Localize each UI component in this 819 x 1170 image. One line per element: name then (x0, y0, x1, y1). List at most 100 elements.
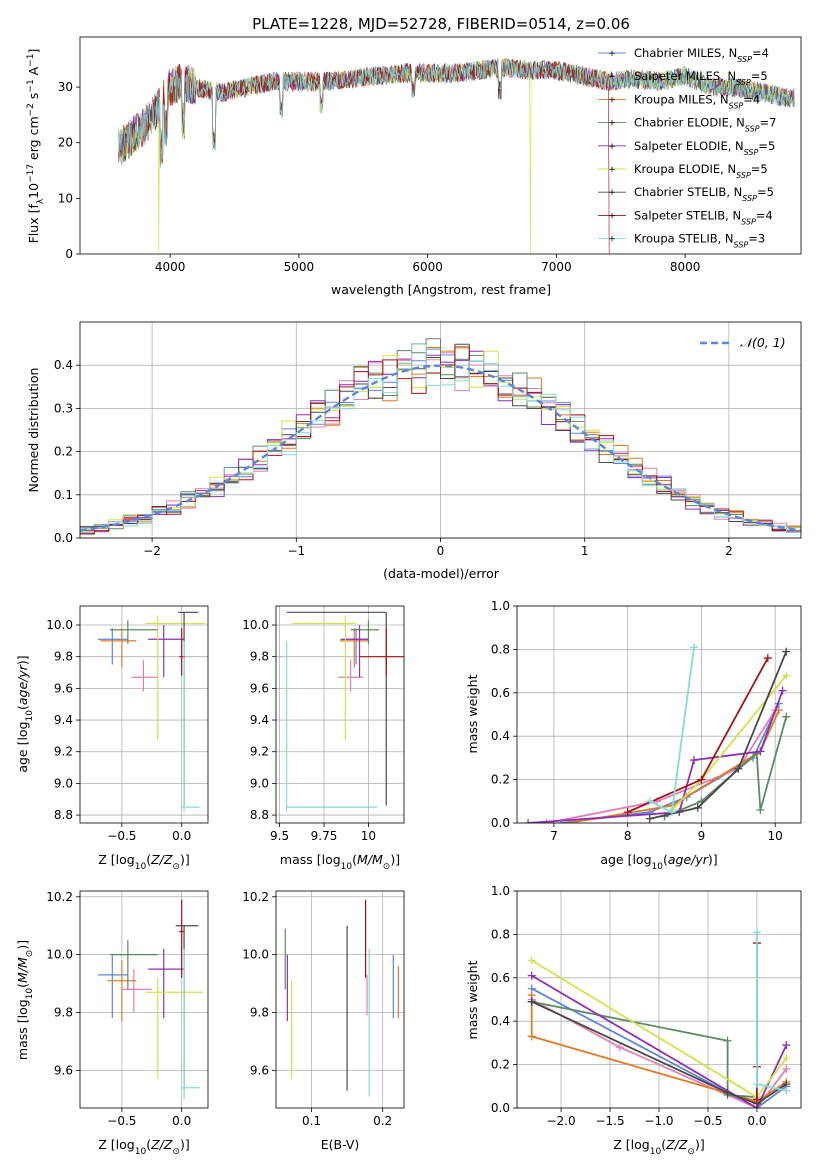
label-part: mass [log (15, 999, 30, 1060)
label-part: ] (26, 49, 41, 54)
tick-label-y: 0.4 (54, 358, 73, 372)
label-part: λ (36, 198, 46, 204)
axes-frame (516, 605, 802, 824)
tick-label-y: 10 (58, 191, 73, 205)
label-part: −1 (26, 79, 36, 92)
legend-name: Chabrier STELIB, N (634, 185, 742, 199)
weight-marker (782, 671, 791, 680)
tick-label-y: 0.4 (491, 729, 510, 743)
label-part: mass [log (280, 852, 341, 867)
legend-tail: =5 (758, 139, 775, 153)
legend-marker: + (608, 72, 616, 82)
axes-age-mass: 9.5 9.75 10 8.8 9.0 9.2 9.4 9.6 9.8 10.0 (242, 605, 405, 843)
spectrum-line-kroupa-stelib (118, 57, 795, 164)
tick-label-x: 5000 (284, 260, 315, 274)
legend-tail: =4 (743, 92, 760, 106)
y-axis-label: mass weight (465, 674, 480, 753)
label-part: s (26, 93, 41, 104)
legend-marker: + (608, 142, 616, 152)
axes-frame (275, 605, 405, 824)
axes-residuals: −2 −1 0 1 2 0.0 0.1 0.2 0.3 0.4 (54, 321, 802, 558)
weight-marker (752, 928, 761, 937)
plot-area-residuals (80, 338, 801, 537)
axes-weight-z: −2.0 −1.5 −1.0 −0.5 0.0 0.0 0.2 0.4 0.6 0.8 1.0 (491, 884, 802, 1128)
weight-marker (763, 654, 772, 663)
legend-name: Salpeter STELIB, N (634, 208, 741, 222)
y-axis-label: Normed distribution (26, 368, 41, 493)
label-part: ( (661, 1137, 666, 1152)
axes-frame (275, 890, 405, 1109)
plot-area-spectrum (118, 57, 795, 254)
plot-area-weight-z (527, 928, 791, 1108)
legend-name: Kroupa MILES, N (634, 92, 729, 106)
tick-label-y: 10.2 (46, 890, 73, 904)
weight-marker (782, 1064, 791, 1073)
label-part: )] (180, 1137, 190, 1152)
tick-label-x: −1.5 (595, 1114, 624, 1128)
plot-area-age-z (97, 611, 206, 812)
tick-label-x: 9.75 (311, 829, 338, 843)
legend-marker: + (608, 119, 616, 129)
y-axis-label: mass weight (465, 960, 480, 1039)
tick-label-y: 0.2 (491, 773, 510, 787)
weight-marker (542, 819, 551, 823)
tick-label-x: 0.2 (373, 1114, 392, 1128)
legend-marker: + (608, 188, 616, 198)
weight-marker (697, 775, 706, 784)
plot-area-weight-age (524, 643, 791, 823)
legend-entry: Kroupa ELODIE, NSSP=5 (634, 162, 768, 180)
plot-area-mass-z (97, 899, 204, 1100)
tick-label-y: 9.0 (250, 776, 269, 790)
tick-label-y: 9.6 (250, 681, 269, 695)
axes-frame (79, 321, 802, 539)
tick-label-x: 4000 (155, 260, 186, 274)
legend-sub: SSP (745, 124, 760, 133)
tick-label-x: 10 (361, 829, 376, 843)
tick-label-x: 7 (550, 829, 558, 843)
tick-label-y: 1.0 (491, 884, 510, 898)
label-part: 10 (135, 1147, 147, 1157)
label-part: ⊙ (25, 950, 35, 958)
label-part: age/yr (15, 664, 30, 705)
label-part: )] (15, 940, 30, 950)
label-part: ( (15, 705, 30, 710)
tick-label-y: 9.0 (54, 776, 73, 790)
tick-label-x: −1.0 (644, 1114, 673, 1128)
x-axis-label: mass [log10(M/M⊙)] (280, 852, 400, 872)
legend-entry: Chabrier STELIB, NSSP=5 (634, 185, 774, 203)
tick-label-y: 0.2 (491, 1058, 510, 1072)
tick-label-y: 0.3 (54, 401, 73, 415)
legend-sub: SSP (736, 171, 751, 180)
label-part: Z/Z (150, 1137, 173, 1152)
tick-label-y: 0.1 (54, 488, 73, 502)
weight-marker (782, 1086, 791, 1095)
tick-label-x: 9.5 (270, 829, 289, 843)
axes-weight-age: 7 8 9 10 0.0 0.2 0.4 0.6 0.8 1.0 (491, 599, 802, 843)
weight-marker (690, 756, 699, 765)
weight-line (546, 709, 776, 823)
weight-marker (527, 971, 536, 980)
tick-label-y: 0.0 (491, 816, 510, 830)
weight-line (530, 995, 787, 1103)
weight-marker (645, 814, 654, 823)
tick-label-y: 9.8 (250, 650, 269, 664)
weight-line (756, 932, 787, 1092)
weight-marker (723, 1036, 732, 1045)
tick-label-x: 0.0 (172, 1114, 191, 1128)
label-part: )] (15, 655, 30, 665)
weight-marker (734, 764, 743, 773)
legend-tail: =4 (752, 46, 769, 60)
x-axis-label: E(B-V) (321, 1137, 360, 1152)
tick-label-x: 6000 (412, 260, 443, 274)
weight-marker (690, 643, 699, 652)
axes-frame (79, 890, 209, 1109)
tick-label-y: 10.0 (46, 618, 73, 632)
tick-label-y: 9.6 (250, 1063, 269, 1077)
label-part: Flux [f (26, 204, 41, 244)
axes-mass-z: −0.5 0.0 9.6 9.8 10.0 10.2 (46, 890, 209, 1128)
tick-label-y: 1.0 (491, 599, 510, 613)
legend-marker: + (608, 211, 616, 221)
legend-sub: SSP (741, 217, 756, 226)
tick-label-y: 0.0 (54, 531, 73, 545)
